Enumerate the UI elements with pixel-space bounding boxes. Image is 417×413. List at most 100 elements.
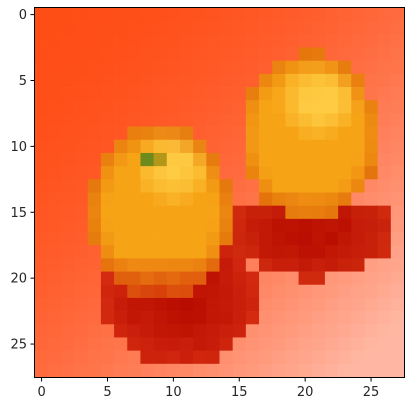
image-pixel bbox=[166, 152, 181, 167]
image-pixel bbox=[285, 34, 299, 48]
image-pixel bbox=[153, 297, 168, 312]
image-pixel bbox=[324, 34, 339, 48]
image-pixel bbox=[338, 245, 352, 259]
image-pixel bbox=[74, 113, 89, 127]
image-pixel bbox=[259, 324, 273, 338]
image-pixel bbox=[285, 100, 299, 114]
image-pixel bbox=[364, 284, 378, 299]
image-pixel bbox=[166, 205, 181, 220]
image-pixel bbox=[245, 166, 260, 180]
image-pixel bbox=[338, 47, 352, 62]
image-pixel bbox=[179, 152, 194, 167]
image-pixel bbox=[272, 192, 286, 207]
image-pixel bbox=[219, 232, 234, 246]
image-pixel bbox=[232, 218, 247, 233]
image-pixel bbox=[338, 166, 352, 180]
image-pixel bbox=[140, 245, 154, 259]
image-pixel bbox=[61, 218, 75, 233]
image-pixel bbox=[127, 218, 141, 233]
image-pixel bbox=[245, 179, 260, 193]
image-pixel bbox=[219, 166, 234, 180]
image-pixel bbox=[206, 245, 220, 259]
image-pixel bbox=[324, 166, 339, 180]
image-pixel bbox=[272, 21, 286, 35]
image-pixel bbox=[127, 47, 141, 62]
image-pixel bbox=[285, 87, 299, 101]
image-pixel bbox=[193, 258, 207, 272]
image-pixel bbox=[87, 297, 102, 312]
image-pixel bbox=[100, 87, 115, 101]
image-pixel bbox=[166, 192, 181, 207]
image-pixel bbox=[390, 73, 405, 88]
image-pixel bbox=[127, 100, 141, 114]
image-pixel bbox=[245, 337, 260, 351]
image-pixel bbox=[100, 179, 115, 193]
image-pixel bbox=[272, 284, 286, 299]
image-pixel bbox=[100, 47, 115, 62]
image-pixel bbox=[232, 73, 247, 88]
image-pixel bbox=[153, 60, 168, 75]
image-pixel bbox=[324, 21, 339, 35]
image-pixel bbox=[100, 232, 115, 246]
image-pixel bbox=[285, 179, 299, 193]
image-pixel bbox=[272, 271, 286, 286]
image-pixel bbox=[351, 271, 365, 286]
image-pixel bbox=[219, 205, 234, 220]
image-pixel bbox=[87, 363, 102, 378]
image-pixel bbox=[166, 8, 181, 22]
image-pixel bbox=[324, 8, 339, 22]
image-pixel bbox=[61, 152, 75, 167]
image-pixel bbox=[87, 166, 102, 180]
image-pixel bbox=[114, 166, 128, 180]
image-pixel bbox=[140, 297, 154, 312]
image-pixel bbox=[74, 139, 89, 154]
image-pixel bbox=[193, 245, 207, 259]
image-pixel bbox=[74, 21, 89, 35]
image-pixel bbox=[87, 192, 102, 207]
image-pixel bbox=[153, 87, 168, 101]
image-pixel bbox=[272, 324, 286, 338]
image-pixel bbox=[87, 21, 102, 35]
image-pixel bbox=[259, 100, 273, 114]
image-pixel bbox=[311, 87, 326, 101]
image-pixel bbox=[272, 113, 286, 127]
image-pixel bbox=[351, 21, 365, 35]
image-pixel bbox=[351, 47, 365, 62]
image-pixel bbox=[298, 324, 313, 338]
image-pixel bbox=[390, 8, 405, 22]
image-pixel bbox=[35, 34, 49, 48]
image-pixel bbox=[338, 297, 352, 312]
image-pixel bbox=[166, 337, 181, 351]
image-pixel bbox=[351, 337, 365, 351]
image-pixel bbox=[35, 205, 49, 220]
image-pixel bbox=[311, 60, 326, 75]
image-pixel bbox=[377, 205, 392, 220]
image-pixel bbox=[272, 8, 286, 22]
image-pixel bbox=[232, 113, 247, 127]
image-pixel bbox=[153, 337, 168, 351]
image-pixel bbox=[193, 152, 207, 167]
image-pixel bbox=[377, 47, 392, 62]
image-pixel bbox=[351, 284, 365, 299]
image-pixel bbox=[74, 258, 89, 272]
image-pixel bbox=[35, 297, 49, 312]
image-pixel bbox=[61, 232, 75, 246]
image-pixel bbox=[272, 47, 286, 62]
image-pixel bbox=[232, 245, 247, 259]
image-pixel bbox=[48, 8, 62, 22]
image-pixel bbox=[193, 60, 207, 75]
image-pixel bbox=[140, 258, 154, 272]
image-pixel bbox=[298, 166, 313, 180]
image-pixel bbox=[324, 87, 339, 101]
image-pixel bbox=[153, 21, 168, 35]
image-pixel bbox=[364, 205, 378, 220]
image-pixel bbox=[259, 218, 273, 233]
image-pixel bbox=[364, 87, 378, 101]
image-pixel bbox=[232, 87, 247, 101]
image-pixel bbox=[351, 179, 365, 193]
image-pixel bbox=[219, 60, 234, 75]
image-pixel bbox=[140, 21, 154, 35]
axes-frame bbox=[34, 7, 405, 378]
image-pixel bbox=[87, 100, 102, 114]
image-pixel bbox=[140, 232, 154, 246]
